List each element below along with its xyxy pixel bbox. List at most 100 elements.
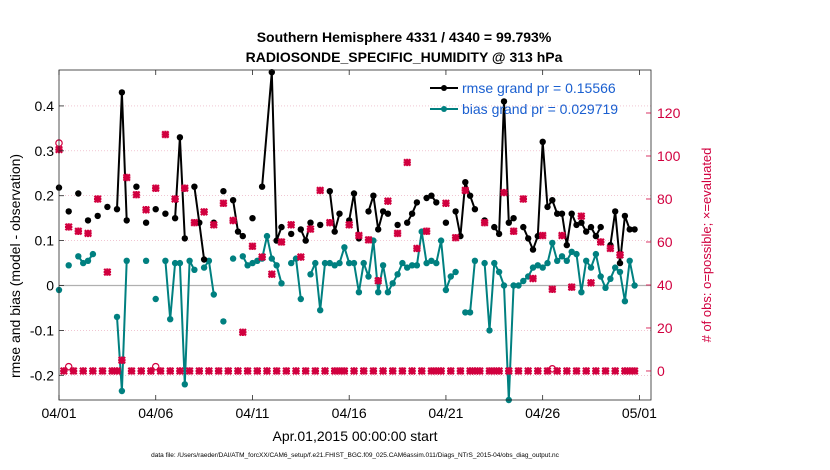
obs-evaluated-point bbox=[369, 366, 378, 375]
chart-subtitle: RADIOSONDE_SPECIFIC_HUMIDITY @ 313 hPa bbox=[246, 49, 563, 65]
rmse-point bbox=[505, 219, 512, 226]
obs-evaluated-point bbox=[117, 356, 126, 365]
obs-evaluated-point bbox=[340, 366, 349, 375]
y-left-tick-label: 0.2 bbox=[35, 188, 55, 204]
obs-evaluated-point bbox=[132, 190, 141, 199]
bias-point bbox=[244, 262, 251, 269]
y-right-tick-label: 20 bbox=[657, 320, 673, 336]
rmse-point bbox=[191, 183, 198, 190]
rmse-point bbox=[592, 232, 600, 240]
bias-point bbox=[500, 282, 508, 289]
rmse-point bbox=[370, 192, 377, 199]
bias-point bbox=[612, 264, 619, 271]
axes: -0.2 -0.1 0 0.1 0.2 0.3 0.4 0 20 40 60 80 100 120 04/0… bbox=[30, 70, 681, 421]
obs-evaluated-point bbox=[214, 366, 223, 375]
obs-evaluated-point bbox=[524, 366, 533, 375]
obs-evaluated-point bbox=[171, 195, 180, 203]
obs-evaluated-point bbox=[403, 158, 412, 167]
obs-evaluated-point bbox=[325, 218, 334, 227]
bias-point bbox=[118, 387, 126, 395]
rmse-point bbox=[181, 235, 188, 242]
bias-point bbox=[437, 237, 445, 244]
obs-evaluated-point bbox=[427, 366, 436, 375]
plot-frame bbox=[58, 69, 652, 401]
obs-evaluated-point bbox=[587, 278, 596, 287]
obs-evaluated-point bbox=[306, 225, 315, 234]
obs-evaluated-point bbox=[161, 130, 170, 139]
rmse-point bbox=[268, 69, 275, 76]
obs-evaluated-point bbox=[514, 366, 523, 375]
rmse-point bbox=[539, 138, 546, 145]
bias-point bbox=[84, 257, 92, 264]
obs-possible-point bbox=[151, 362, 160, 371]
obs-evaluated-point bbox=[499, 188, 508, 197]
rmse-point bbox=[234, 228, 242, 235]
rmse-point bbox=[433, 199, 440, 206]
rmse-line bbox=[348, 192, 360, 239]
bias-point bbox=[80, 259, 87, 267]
rmse-point bbox=[491, 223, 498, 231]
y-left-tick-label: 0 bbox=[46, 278, 54, 294]
rmse-point bbox=[384, 210, 392, 217]
data-file-footnote: data file: /Users/raeder/DAI/ATM_forcXX/… bbox=[151, 452, 560, 459]
bias-point bbox=[307, 271, 314, 278]
x-tick-label: 04/21 bbox=[428, 405, 463, 421]
rmse-point bbox=[142, 219, 150, 226]
obs-evaluated-point bbox=[616, 250, 625, 259]
obs-evaluated-point bbox=[200, 207, 209, 216]
rmse-point bbox=[104, 203, 111, 211]
obs-count-series bbox=[55, 130, 639, 375]
obs-evaluated-point bbox=[625, 366, 634, 375]
bias-point bbox=[558, 253, 566, 260]
obs-evaluated-point bbox=[277, 238, 286, 246]
obs-evaluated-point bbox=[374, 276, 383, 285]
bias-point bbox=[510, 282, 517, 289]
obs-evaluated-point bbox=[175, 366, 184, 375]
rmse-point bbox=[365, 208, 372, 215]
rmse-point bbox=[379, 208, 387, 215]
y-right-tick-label: 120 bbox=[657, 105, 681, 121]
rmse-point bbox=[587, 223, 595, 231]
bias-point bbox=[142, 257, 150, 264]
bias-point bbox=[191, 266, 198, 273]
obs-evaluated-point bbox=[146, 366, 155, 375]
rmse-point bbox=[544, 203, 551, 211]
obs-evaluated-point bbox=[630, 366, 639, 375]
bias-point bbox=[152, 295, 159, 303]
obs-evaluated-point bbox=[611, 366, 620, 375]
rmse-point bbox=[442, 219, 450, 226]
bias-point bbox=[375, 289, 382, 296]
rmse-point bbox=[123, 217, 130, 224]
chart-title: Southern Hemisphere 4331 / 4340 = 99.793… bbox=[257, 29, 552, 45]
bias-point bbox=[573, 250, 580, 258]
rmse-point bbox=[84, 217, 92, 224]
rmse-point bbox=[404, 219, 411, 226]
bias-point bbox=[433, 259, 440, 267]
obs-evaluated-point bbox=[64, 222, 73, 231]
bias-point bbox=[341, 244, 348, 251]
obs-evaluated-point bbox=[185, 366, 194, 375]
obs-evaluated-point bbox=[441, 199, 450, 208]
rmse-point bbox=[288, 230, 295, 238]
bias-point bbox=[162, 257, 169, 264]
rmse-point bbox=[278, 223, 285, 231]
bias-point bbox=[239, 253, 246, 260]
obs-evaluated-point bbox=[383, 197, 392, 206]
obs-evaluated-point bbox=[601, 366, 610, 375]
bias-point bbox=[626, 257, 633, 264]
rmse-point bbox=[229, 197, 237, 204]
bias-point bbox=[200, 264, 208, 271]
obs-evaluated-point bbox=[103, 268, 112, 277]
obs-evaluated-point bbox=[330, 366, 339, 375]
bias-point bbox=[171, 259, 179, 267]
obs-evaluated-point bbox=[451, 233, 460, 242]
bias-point bbox=[592, 250, 600, 258]
bias-point bbox=[249, 259, 256, 267]
rmse-point bbox=[331, 228, 338, 235]
x-tick-label: 05/01 bbox=[622, 405, 657, 421]
rmse-point bbox=[239, 232, 246, 240]
bias-point bbox=[447, 273, 454, 280]
bias-line bbox=[309, 230, 457, 312]
rmse-point bbox=[462, 179, 469, 186]
